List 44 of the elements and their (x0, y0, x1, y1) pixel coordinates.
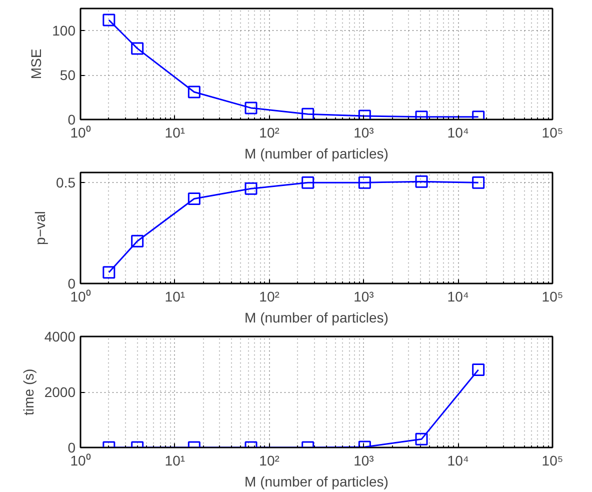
y-tick-label: 0.5 (56, 174, 76, 191)
x-tick-label: 10⁵ (542, 124, 564, 140)
x-tick-label: 10³ (354, 124, 374, 140)
x-tick-label: 10¹ (164, 288, 186, 304)
point (244, 182, 258, 195)
x-axis-title: M (number of particles) (244, 146, 388, 162)
point (472, 364, 485, 376)
point (188, 192, 200, 205)
x-tick-label: 10⁵ (542, 452, 564, 468)
point (302, 176, 314, 189)
x-axis-title: M (number of particles) (244, 474, 388, 490)
y-axis-title: time (s) (20, 368, 36, 416)
x-tick-label: 10¹ (164, 124, 186, 140)
x-tick-label: 10² (259, 452, 280, 468)
y-tick-label: 0 (68, 276, 76, 292)
y-tick-label: 100 (52, 22, 76, 39)
y-tick-label: 4000 (44, 328, 76, 344)
x-tick-label: 10² (259, 124, 280, 140)
x-axis-title: M (number of particles) (244, 310, 388, 326)
x-tick-label: 10³ (354, 288, 374, 304)
x-tick-label: 10⁵ (542, 288, 564, 304)
y-tick-label: 2000 (44, 384, 76, 400)
y-tick-label: 0 (68, 112, 76, 128)
x-tick-label: 10⁰ (70, 288, 91, 304)
point (131, 234, 144, 248)
point (131, 42, 144, 55)
x-tick-label: 10⁴ (447, 124, 469, 140)
point (415, 175, 428, 188)
point (244, 102, 258, 114)
x-tick-label: 10⁰ (70, 124, 91, 140)
y-tick-label: 0 (68, 440, 76, 456)
y-axis-title: p−val (32, 211, 48, 245)
point (358, 110, 371, 120)
point (358, 176, 371, 189)
x-tick-label: 10³ (354, 452, 374, 468)
x-tick-label: 10⁴ (447, 288, 469, 304)
x-tick-label: 10¹ (164, 452, 186, 468)
y-tick-label: 50 (60, 67, 76, 84)
x-tick-label: 10⁰ (70, 452, 91, 468)
point (472, 176, 485, 189)
point (188, 86, 200, 98)
y-axis-title: MSE (28, 48, 44, 80)
x-tick-label: 10⁴ (447, 452, 469, 468)
x-tick-label: 10² (259, 288, 280, 304)
